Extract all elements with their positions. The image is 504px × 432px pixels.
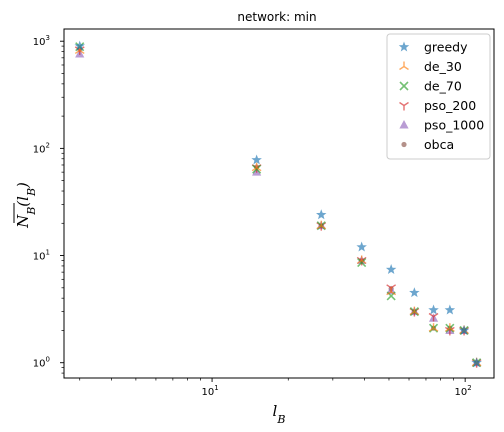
data-point-de_70 (357, 257, 367, 268)
x-tick-label: 101 (201, 384, 218, 398)
data-point-pso_200 (428, 312, 439, 322)
legend-label-pso_200: pso_200 (424, 98, 476, 113)
y-tick-label: 103 (33, 34, 50, 48)
data-point-de_30 (251, 162, 262, 172)
y-tick-label: 101 (33, 249, 50, 263)
data-point-greedy (356, 241, 367, 252)
data-point-greedy (74, 40, 85, 51)
legend-marker-pso_200 (399, 101, 409, 111)
data-point-greedy (444, 304, 456, 315)
data-point-de_30 (356, 255, 367, 265)
data-point-greedy (385, 264, 397, 275)
data-point-greedy (316, 209, 327, 220)
data-point-de_70 (252, 164, 262, 174)
svg-text:NB(lB): NB(lB) (14, 182, 38, 229)
plot-frame (63, 28, 495, 379)
x-axis-title: lB (273, 402, 286, 426)
y-axis-title: NB(lB) (13, 182, 38, 229)
legend-label-de_70: de_70 (424, 79, 462, 94)
chart-title: network: min (237, 10, 316, 24)
data-point-de_30 (316, 220, 327, 230)
legend-marker-greedy (398, 41, 410, 52)
data-point-greedy (251, 154, 262, 165)
legend-label-obca: obca (424, 137, 454, 152)
data-point-greedy (471, 357, 482, 368)
data-point-de_30 (428, 323, 439, 332)
legend-marker-de_70 (399, 81, 409, 91)
data-point-greedy (428, 304, 439, 315)
x-tick-label: 102 (455, 384, 472, 398)
data-point-greedy (458, 324, 470, 335)
data-point-greedy (409, 287, 420, 298)
series-greedy (74, 40, 482, 368)
legend-label-greedy: greedy (424, 40, 468, 55)
legend-label-de_30: de_30 (424, 59, 462, 74)
y-tick-label: 100 (33, 356, 50, 370)
legend-marker-de_30 (399, 61, 409, 71)
data-point-de_30 (444, 323, 455, 332)
legend-label-pso_1000: pso_1000 (424, 118, 484, 133)
data-point-de_30 (409, 306, 420, 316)
data-point-de_30 (386, 286, 397, 296)
legend-marker-pso_1000 (399, 120, 409, 129)
legend-box (386, 33, 491, 160)
legend-marker-obca (401, 141, 407, 148)
y-tick-label: 102 (33, 141, 50, 155)
